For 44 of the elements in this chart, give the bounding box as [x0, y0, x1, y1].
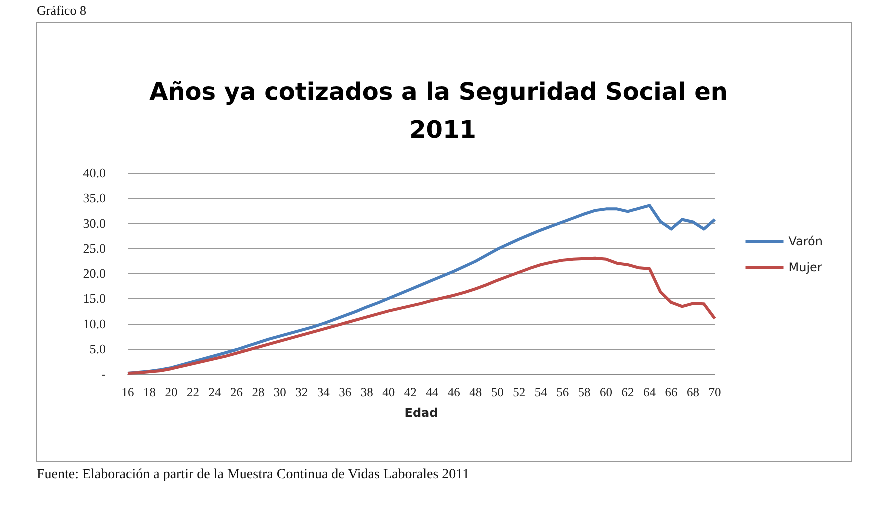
- chart-title: Años ya cotizados a la Seguridad Social en 2011: [150, 78, 736, 144]
- x-tick-label: 58: [578, 386, 591, 400]
- y-tick-label: 30.0: [83, 216, 106, 231]
- x-tick-label: 34: [317, 386, 331, 400]
- x-tick-label: 38: [360, 386, 374, 400]
- y-tick-label: 25.0: [83, 240, 106, 256]
- x-tick-label: 16: [122, 386, 134, 400]
- x-axis-title: Edad: [404, 406, 438, 420]
- x-tick-label: 42: [404, 386, 417, 400]
- line-series: [126, 256, 716, 375]
- x-tick-label: 18: [143, 386, 156, 400]
- x-tick-label: 50: [491, 386, 504, 400]
- x-tick-label: 20: [165, 386, 178, 400]
- text: Gráfico 8: [37, 3, 86, 18]
- x-tick-label: 40: [382, 386, 396, 400]
- x-tick-label: 48: [470, 386, 482, 400]
- x-tick-label: 26: [230, 386, 243, 400]
- x-tick-label: 56: [556, 386, 570, 400]
- x-tick-label: 44: [426, 386, 440, 400]
- x-tick-label: 46: [448, 386, 460, 400]
- x-tick-label: 62: [622, 386, 634, 400]
- y-tick-label: -: [102, 366, 106, 382]
- y-tick-label: 35.0: [83, 190, 106, 206]
- y-tick-label: 10.0: [83, 316, 106, 332]
- y-tick-label: 15.0: [83, 291, 106, 306]
- y-tick-label: 40.0: [83, 166, 106, 180]
- x-tick-label: 68: [687, 386, 700, 400]
- y-tick-label: 5.0: [90, 341, 106, 356]
- x-tick-label: 66: [665, 386, 678, 400]
- x-tick-label: 54: [534, 386, 548, 400]
- x-tick-label: 24: [208, 386, 222, 400]
- x-tick-label: 60: [600, 386, 613, 400]
- x-tick-label: 64: [644, 386, 657, 400]
- x-tick-label: 52: [513, 386, 526, 400]
- x-tick-label: 36: [339, 386, 352, 400]
- x-tick-label: 70: [708, 386, 722, 400]
- x-tick-label: 22: [186, 386, 200, 400]
- y-tick-label: 20.0: [83, 266, 106, 281]
- source-note: Fuente: Elaboración a partir de la Muestra Continua de Vidas Laborales 2011: [37, 468, 470, 482]
- x-tick-label: 30: [274, 386, 286, 400]
- x-tick-label: 28: [252, 386, 265, 400]
- x-tick-label: 32: [296, 386, 308, 400]
- legend-label: Mujer: [788, 260, 822, 274]
- legend-label: Varón: [788, 234, 823, 248]
